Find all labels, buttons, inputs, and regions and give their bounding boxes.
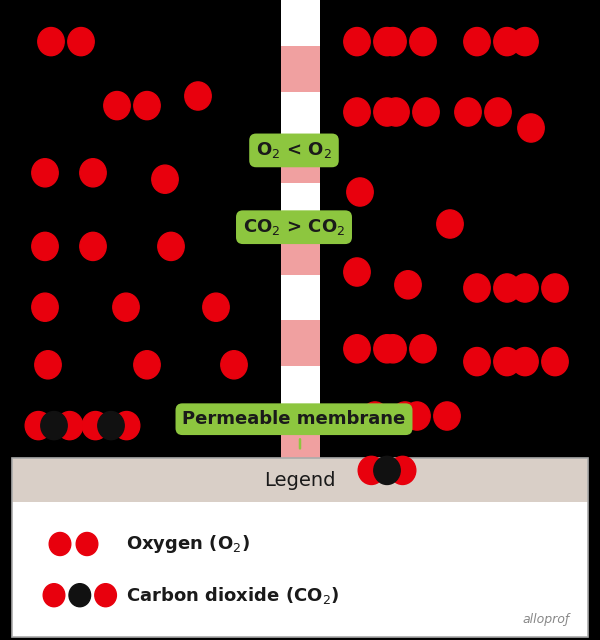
Circle shape: [374, 335, 400, 363]
FancyBboxPatch shape: [281, 228, 320, 275]
Circle shape: [464, 28, 490, 56]
Circle shape: [344, 28, 370, 56]
Circle shape: [32, 232, 58, 260]
Circle shape: [392, 402, 418, 430]
Circle shape: [518, 114, 544, 142]
Circle shape: [25, 412, 52, 440]
Text: O$_2$ < O$_2$: O$_2$ < O$_2$: [256, 140, 332, 161]
Circle shape: [464, 348, 490, 376]
Circle shape: [134, 351, 160, 379]
Circle shape: [41, 412, 67, 440]
Circle shape: [113, 412, 140, 440]
Circle shape: [82, 412, 109, 440]
FancyBboxPatch shape: [12, 458, 588, 502]
Circle shape: [512, 348, 538, 376]
Circle shape: [542, 274, 568, 302]
Circle shape: [383, 98, 409, 126]
Circle shape: [49, 532, 71, 556]
Circle shape: [344, 98, 370, 126]
Circle shape: [374, 456, 400, 484]
Circle shape: [152, 165, 178, 193]
FancyBboxPatch shape: [281, 45, 320, 92]
Circle shape: [56, 412, 83, 440]
Circle shape: [494, 274, 520, 302]
Text: CO$_2$ > CO$_2$: CO$_2$ > CO$_2$: [243, 217, 345, 237]
Circle shape: [413, 98, 439, 126]
FancyBboxPatch shape: [281, 275, 320, 320]
Circle shape: [203, 293, 229, 321]
Circle shape: [362, 402, 388, 430]
Circle shape: [485, 98, 511, 126]
Circle shape: [32, 293, 58, 321]
FancyBboxPatch shape: [12, 502, 588, 637]
Circle shape: [158, 232, 184, 260]
FancyBboxPatch shape: [281, 366, 320, 412]
Circle shape: [358, 456, 385, 484]
Circle shape: [185, 82, 211, 110]
Circle shape: [68, 28, 94, 56]
Circle shape: [43, 584, 65, 607]
Circle shape: [374, 28, 400, 56]
Circle shape: [410, 28, 436, 56]
Circle shape: [464, 274, 490, 302]
Circle shape: [395, 271, 421, 299]
Circle shape: [380, 28, 406, 56]
Circle shape: [389, 456, 416, 484]
Circle shape: [104, 92, 130, 120]
Circle shape: [455, 98, 481, 126]
Circle shape: [542, 348, 568, 376]
Circle shape: [221, 351, 247, 379]
Circle shape: [494, 28, 520, 56]
Circle shape: [69, 584, 91, 607]
Circle shape: [113, 293, 139, 321]
FancyBboxPatch shape: [281, 138, 320, 183]
Text: Oxygen (O$_2$): Oxygen (O$_2$): [126, 533, 250, 555]
Circle shape: [512, 274, 538, 302]
Circle shape: [38, 28, 64, 56]
Circle shape: [437, 210, 463, 238]
Circle shape: [344, 258, 370, 286]
Circle shape: [76, 532, 98, 556]
Circle shape: [374, 98, 400, 126]
Text: Carbon dioxide (CO$_2$): Carbon dioxide (CO$_2$): [126, 585, 340, 605]
Circle shape: [32, 159, 58, 187]
Circle shape: [494, 348, 520, 376]
Circle shape: [434, 402, 460, 430]
Text: alloproƒ: alloproƒ: [523, 613, 570, 626]
Circle shape: [410, 335, 436, 363]
Circle shape: [80, 159, 106, 187]
FancyBboxPatch shape: [281, 183, 320, 228]
FancyBboxPatch shape: [281, 0, 320, 45]
Circle shape: [347, 178, 373, 206]
Circle shape: [98, 412, 124, 440]
Text: Legend: Legend: [264, 470, 336, 490]
Circle shape: [380, 335, 406, 363]
Circle shape: [35, 351, 61, 379]
FancyBboxPatch shape: [281, 412, 320, 458]
Circle shape: [95, 584, 116, 607]
Circle shape: [344, 335, 370, 363]
FancyBboxPatch shape: [281, 92, 320, 137]
FancyBboxPatch shape: [281, 320, 320, 366]
Circle shape: [404, 402, 430, 430]
Circle shape: [134, 92, 160, 120]
Circle shape: [80, 232, 106, 260]
Circle shape: [512, 28, 538, 56]
Text: Permeable membrane: Permeable membrane: [182, 410, 406, 428]
